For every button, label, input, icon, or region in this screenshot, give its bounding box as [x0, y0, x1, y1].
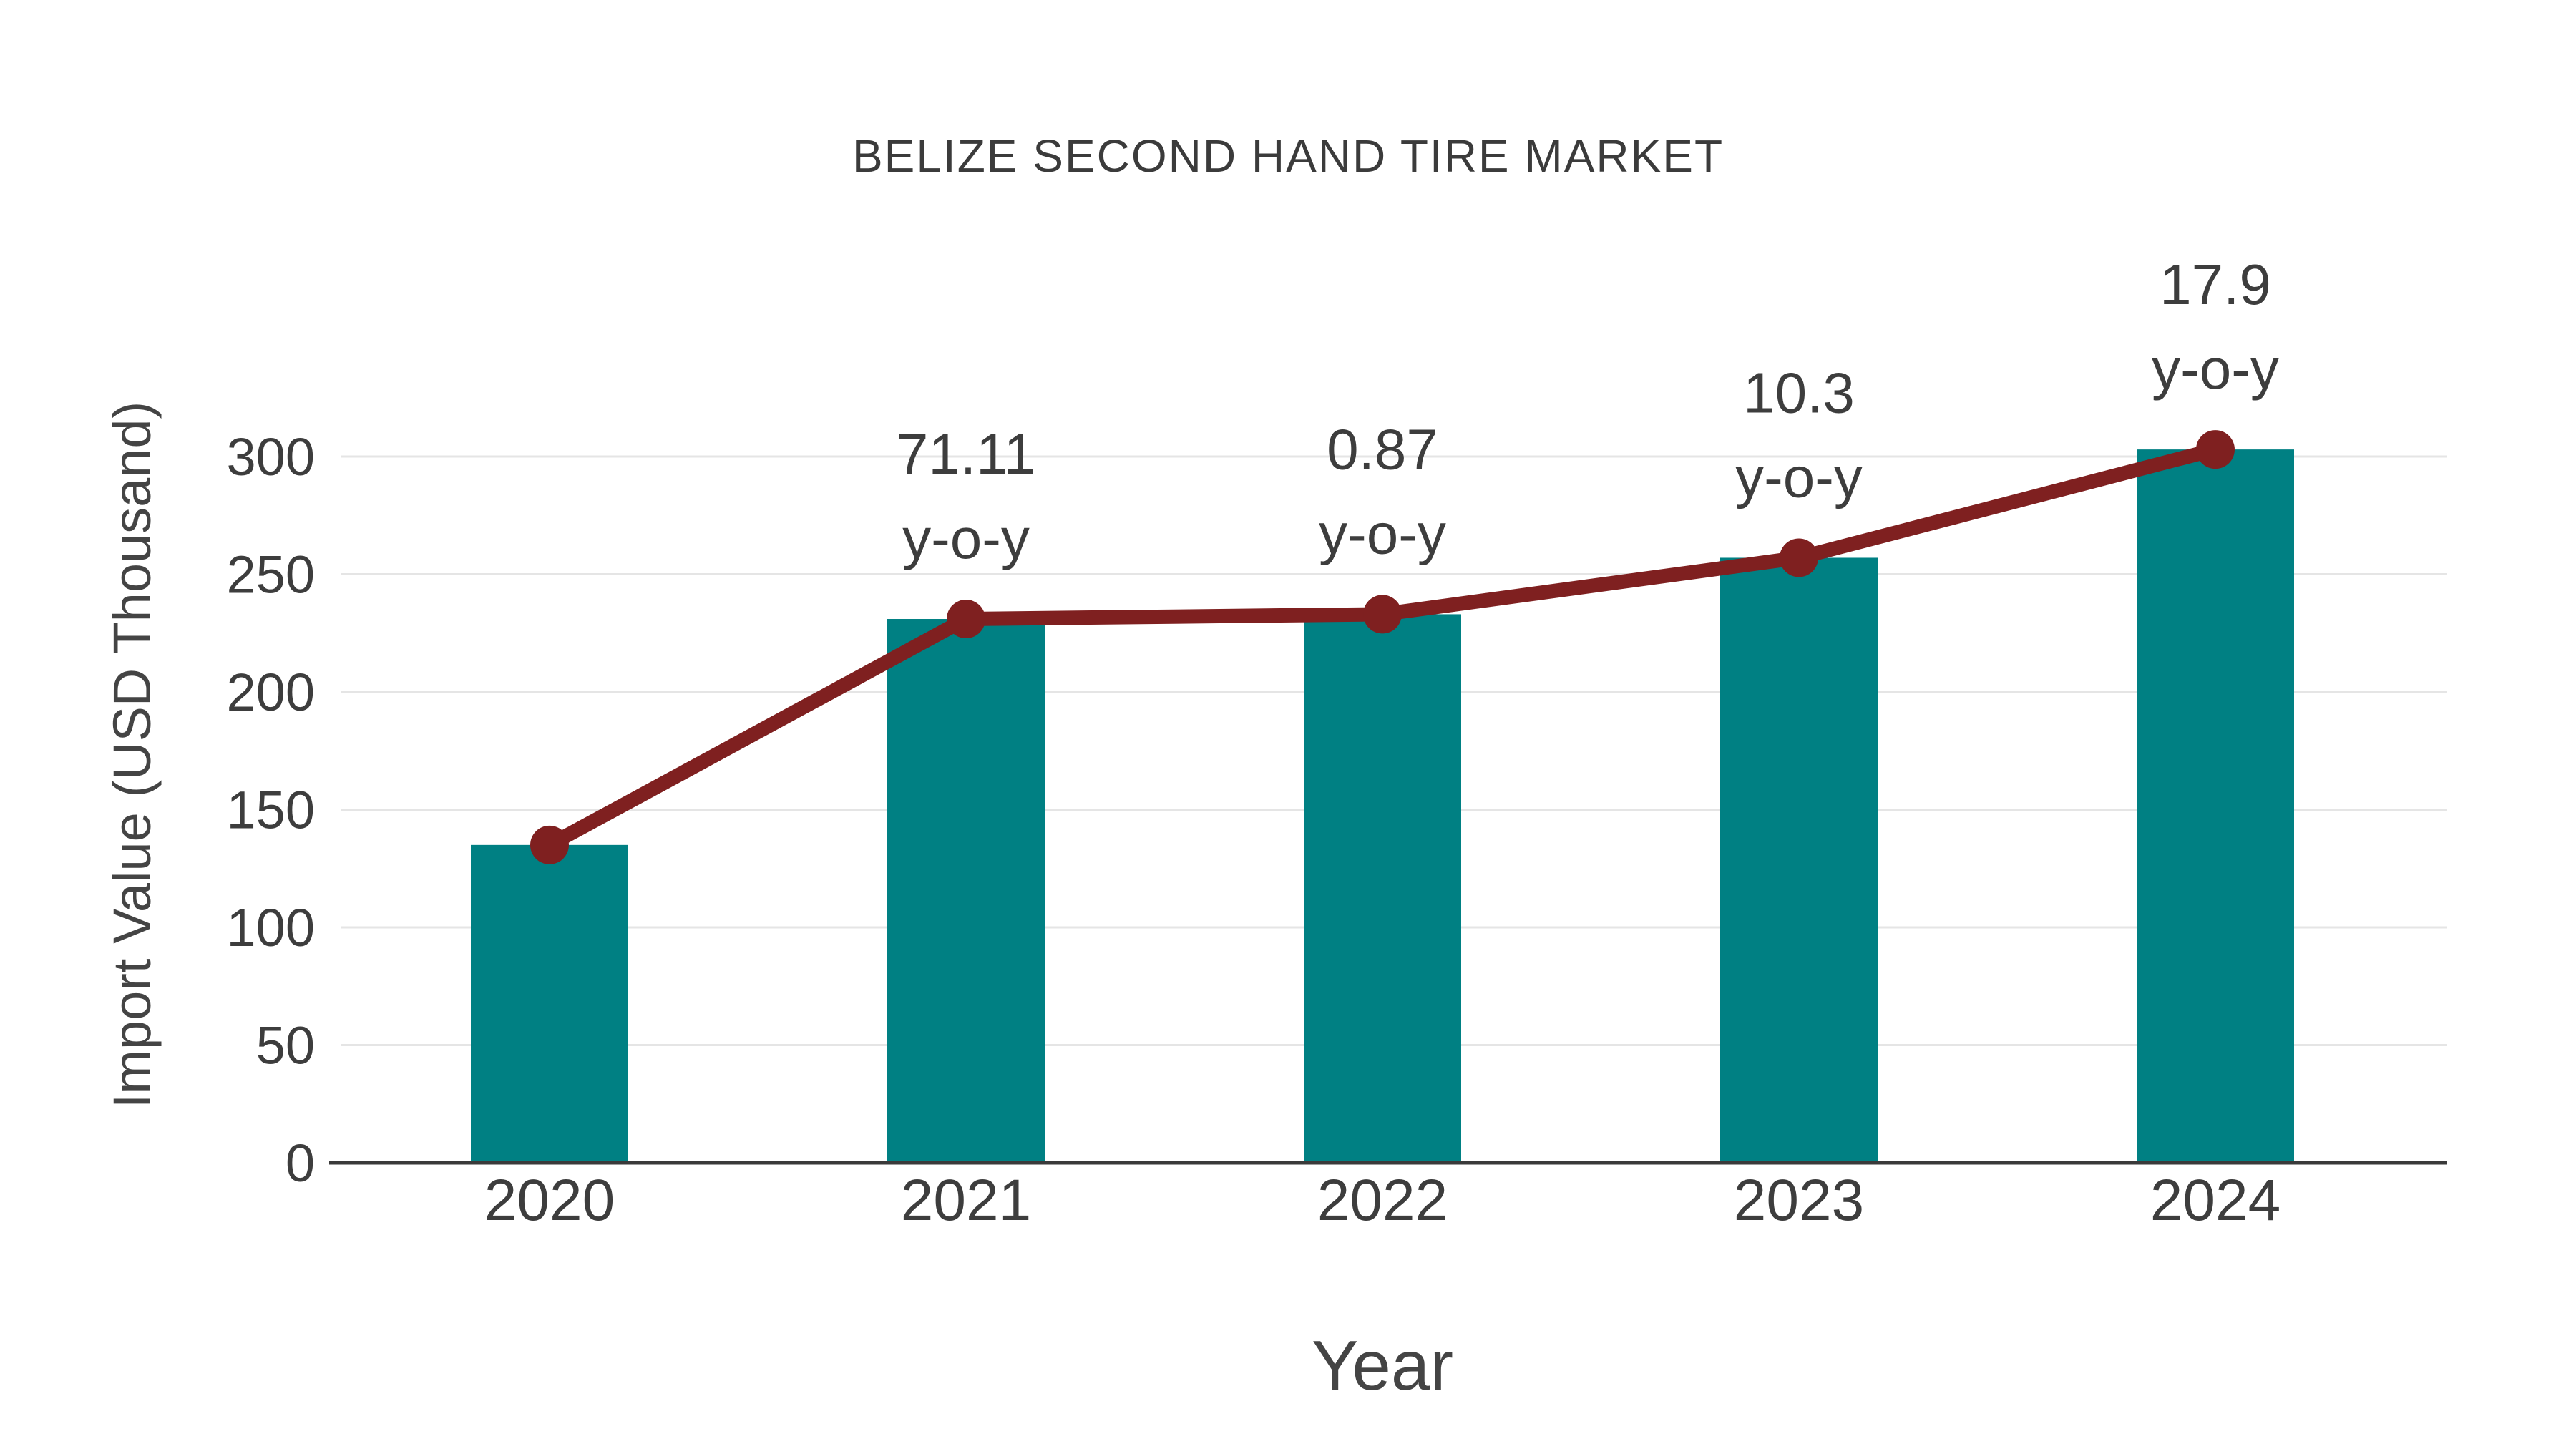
bar-series [471, 449, 2294, 1163]
y-tick-label-250: 250 [227, 545, 315, 605]
line-marker-2020 [530, 825, 569, 864]
bar-2023 [1720, 557, 1878, 1163]
annotation-suffix-2024: y-o-y [2152, 337, 2279, 401]
annotation-value-2024: 17.9 [2160, 253, 2271, 316]
line-series [530, 430, 2235, 864]
x-tick-label-2024: 2024 [2150, 1168, 2280, 1233]
annotation-value-2021: 71.11 [897, 422, 1035, 486]
y-tick-label-50: 50 [256, 1016, 315, 1075]
line-marker-2021 [947, 600, 985, 639]
x-axis-title: Year [1312, 1326, 1453, 1405]
annotation-suffix-2022: y-o-y [1319, 502, 1446, 565]
bar-2021 [887, 619, 1045, 1163]
annotation-suffix-2023: y-o-y [1735, 445, 1863, 509]
x-tick-label-2023: 2023 [1734, 1168, 1864, 1233]
x-axis-tick-labels: 2020 2021 2022 2023 2024 [484, 1168, 2280, 1233]
chart-title: BELIZE SECOND HAND TIRE MARKET [852, 130, 1724, 182]
y-tick-label-100: 100 [227, 898, 315, 957]
y-tick-label-200: 200 [227, 663, 315, 722]
bar-2024 [2137, 449, 2294, 1163]
x-tick-label-2021: 2021 [901, 1168, 1031, 1233]
bar-2022 [1304, 614, 1461, 1163]
y-tick-label-0: 0 [286, 1133, 315, 1193]
y-tick-label-150: 150 [227, 781, 315, 840]
x-tick-label-2022: 2022 [1317, 1168, 1448, 1233]
annotations: 71.11 y-o-y 0.87 y-o-y 10.3 y-o-y 17.9 y-o-y [897, 253, 2279, 570]
line-marker-2024 [2196, 430, 2235, 469]
y-tick-label-300: 300 [227, 427, 315, 487]
line-marker-2022 [1363, 595, 1402, 634]
annotation-suffix-2021: y-o-y [902, 507, 1030, 570]
y-axis-tick-labels: 0 50 100 150 200 250 300 [227, 427, 315, 1193]
annotation-value-2023: 10.3 [1743, 361, 1855, 424]
y-axis-title: Import Value (USD Thousand) [102, 401, 162, 1109]
x-tick-label-2020: 2020 [484, 1168, 615, 1233]
annotation-value-2022: 0.87 [1327, 417, 1438, 481]
bar-2020 [471, 844, 628, 1163]
line-marker-2023 [1780, 538, 1818, 577]
